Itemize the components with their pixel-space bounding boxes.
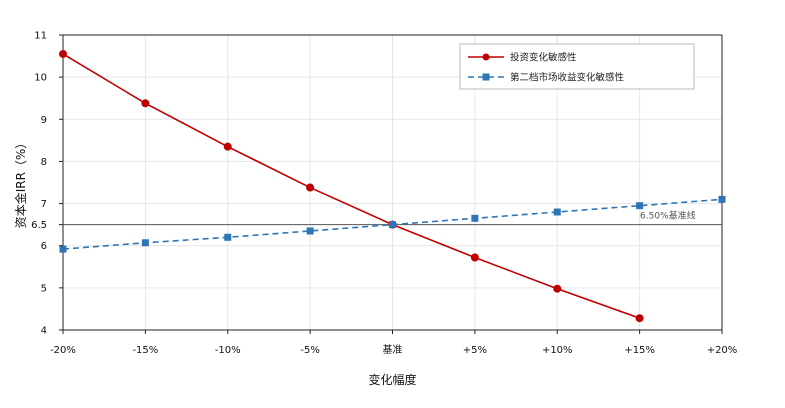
- legend-item: 第二档市场收益变化敏感性: [468, 72, 625, 84]
- y-tick-label: 8: [41, 157, 47, 168]
- y-tick-label: 4: [41, 326, 47, 337]
- x-tick-labels: -20% -15% -10% -5% 基准 +5% +10% +15% +20%: [50, 330, 737, 356]
- x-tick-label: -10%: [215, 345, 241, 356]
- data-point-square: [224, 233, 232, 241]
- data-point-square: [59, 245, 67, 253]
- legend-box: [459, 43, 695, 90]
- y-tick-label: 11: [34, 31, 47, 42]
- data-point-square: [471, 214, 479, 222]
- data-point-square: [389, 221, 396, 229]
- legend-item: 投资变化敏感性: [468, 52, 577, 64]
- data-point-square: [718, 195, 726, 203]
- series-1: [59, 49, 644, 323]
- x-tick-label: -5%: [300, 345, 319, 356]
- x-tick-label: 基准: [383, 343, 403, 356]
- y-axis-title: 资本金IRR（%）: [13, 137, 28, 229]
- y-tick-label: 6.5: [31, 220, 47, 231]
- data-point-square: [141, 239, 149, 247]
- data-point-circle: [306, 183, 315, 192]
- x-axis-title: 变化幅度: [368, 372, 416, 387]
- x-tick-label: +15%: [624, 345, 655, 356]
- reference-line-label: 6.50%基准线: [640, 210, 696, 222]
- y-tick-label: 6: [41, 241, 47, 252]
- data-point-square: [553, 208, 561, 216]
- y-tick-label: 5: [41, 283, 47, 294]
- y-tick-label: 10: [34, 73, 47, 84]
- y-tick-label: 7: [41, 199, 47, 210]
- data-point-circle: [59, 49, 67, 58]
- series-layer: [59, 49, 726, 323]
- x-tick-label: -15%: [132, 345, 158, 356]
- legend-label: 投资变化敏感性: [510, 52, 577, 64]
- data-point-circle: [141, 99, 150, 108]
- series-2: [59, 195, 726, 253]
- data-point-square: [306, 227, 314, 235]
- x-tick-label: +10%: [542, 345, 573, 356]
- y-tick-label: 9: [41, 115, 47, 126]
- legend-label: 第二档市场收益变化敏感性: [510, 72, 625, 84]
- x-tick-label: -20%: [50, 345, 76, 356]
- x-tick-label: +20%: [707, 345, 738, 356]
- data-point-circle: [470, 253, 479, 262]
- y-tick-labels: 4 5 6 6.5 7 8 9 10 11: [31, 31, 63, 337]
- data-point-circle: [553, 284, 562, 293]
- data-point-square: [636, 202, 644, 210]
- data-point-circle: [635, 314, 644, 323]
- series-line: [62, 53, 640, 319]
- legend-swatch-marker: [482, 73, 490, 81]
- legend-swatch-marker: [482, 53, 490, 61]
- x-tick-label: +5%: [463, 345, 487, 356]
- data-point-circle: [223, 142, 232, 151]
